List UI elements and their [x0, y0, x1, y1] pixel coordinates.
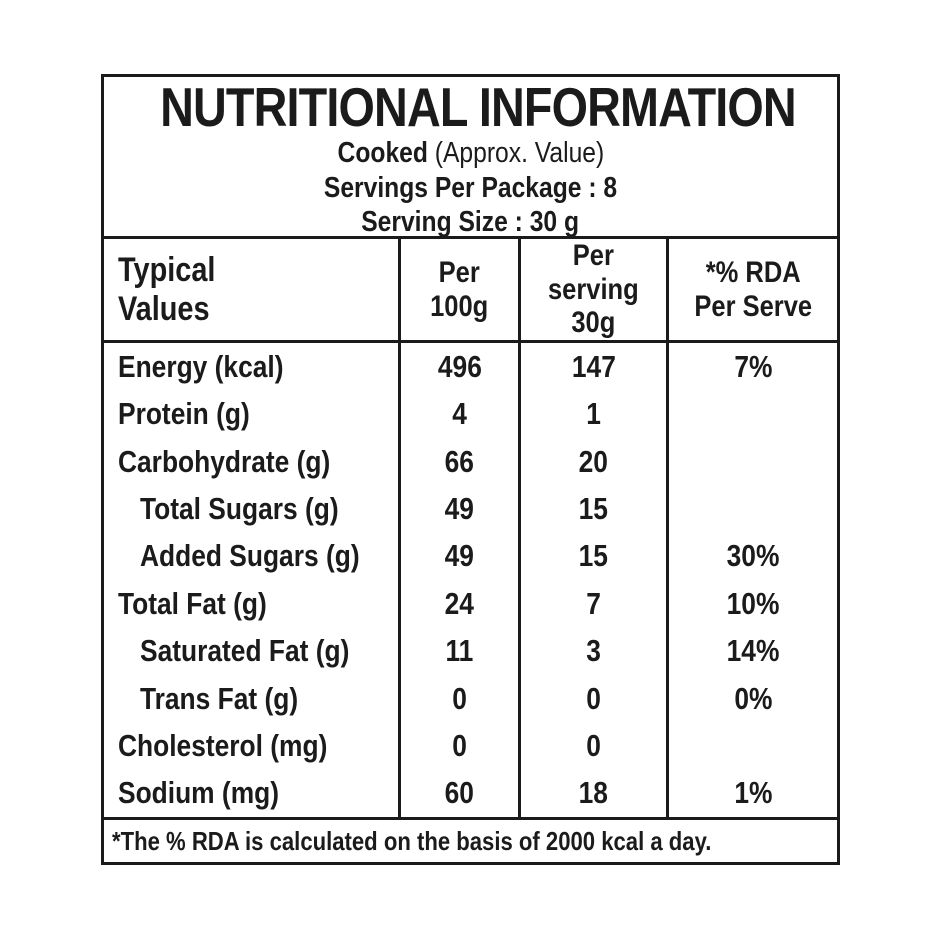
- cooked-label: Cooked: [337, 137, 428, 169]
- nutrient-row-total-sugars: Total Sugars (g) 49 15: [104, 485, 837, 533]
- nutrient-row-protein: Protein (g) 4 1: [104, 390, 837, 438]
- rda-footnote: *The % RDA is calculated on the basis of…: [112, 825, 712, 856]
- nutrient-name: Total Sugars (g): [140, 490, 339, 526]
- value-rda: [666, 722, 837, 770]
- label-title-row: NUTRITIONAL INFORMATION: [104, 79, 837, 136]
- rda-footnote-row: *The % RDA is calculated on the basis of…: [104, 817, 837, 862]
- column-header-typical-values: Typical Values: [118, 251, 216, 328]
- cooked-approx-line: Cooked (Approx. Value): [104, 136, 837, 171]
- nutrient-row-total-fat: Total Fat (g) 24 7 10%: [104, 580, 837, 628]
- nutrient-name: Added Sugars (g): [140, 538, 360, 574]
- servings-per-package: Servings Per Package : 8: [323, 171, 618, 204]
- nutrient-row-energy: Energy (kcal) 496 147 7%: [104, 343, 837, 391]
- value-per-serving: 1: [518, 390, 666, 438]
- servings-per-package-line: Servings Per Package : 8: [104, 171, 837, 206]
- value-per-serving: 18: [518, 769, 666, 818]
- nutrition-label: NUTRITIONAL INFORMATION Cooked (Approx. …: [101, 74, 840, 865]
- value-per-serving: 15: [518, 532, 666, 581]
- nutrient-name: Saturated Fat (g): [140, 633, 350, 669]
- value-rda: [666, 485, 837, 533]
- value-per-serving: 15: [518, 485, 666, 533]
- value-per-100g: 496: [398, 343, 518, 391]
- serving-size: Serving Size : 30 g: [361, 206, 580, 238]
- nutrient-row-carbohydrate: Carbohydrate (g) 66 20: [104, 437, 837, 486]
- value-per-100g: 66: [398, 437, 518, 486]
- nutrient-name: Protein (g): [118, 396, 250, 432]
- value-per-serving: 0: [518, 722, 666, 770]
- value-per-100g: 60: [398, 769, 518, 818]
- nutrient-name: Energy (kcal): [118, 348, 284, 384]
- value-per-100g: 24: [398, 580, 518, 628]
- label-title: NUTRITIONAL INFORMATION: [160, 76, 797, 138]
- column-header-per-100g: Per 100g: [398, 239, 518, 340]
- value-rda: 7%: [666, 343, 837, 391]
- value-per-100g: 4: [398, 390, 518, 438]
- value-rda: [666, 437, 837, 486]
- nutrient-row-added-sugars: Added Sugars (g) 49 15 30%: [104, 532, 837, 581]
- nutrient-name: Cholesterol (mg): [118, 727, 328, 763]
- value-per-serving: 3: [518, 627, 666, 675]
- column-header-per-serving: Per serving 30g: [518, 239, 666, 340]
- nutrient-name: Carbohydrate (g): [118, 443, 331, 479]
- value-rda: 14%: [666, 627, 837, 675]
- value-per-serving: 20: [518, 437, 666, 486]
- nutrient-table-body: Energy (kcal) 496 147 7% Protein (g) 4 1…: [104, 343, 837, 818]
- nutrient-name: Total Fat (g): [118, 585, 267, 621]
- approx-value-note: (Approx. Value): [427, 137, 604, 169]
- nutrient-name: Sodium (mg): [118, 775, 280, 811]
- nutrient-row-trans-fat: Trans Fat (g) 0 0 0%: [104, 674, 837, 723]
- column-header-rda-per-serve: *% RDA Per Serve: [666, 239, 837, 340]
- nutrient-row-cholesterol: Cholesterol (mg) 0 0: [104, 722, 837, 770]
- value-per-100g: 11: [398, 627, 518, 675]
- value-per-serving: 147: [518, 343, 666, 391]
- label-header: NUTRITIONAL INFORMATION Cooked (Approx. …: [104, 77, 837, 239]
- value-per-100g: 49: [398, 532, 518, 581]
- serving-size-line: Serving Size : 30 g: [104, 205, 837, 240]
- table-header-row: Typical Values Per 100g Per serving 30g …: [104, 239, 837, 343]
- value-per-serving: 0: [518, 674, 666, 723]
- value-rda: 0%: [666, 674, 837, 723]
- value-rda: 30%: [666, 532, 837, 581]
- nutrient-row-saturated-fat: Saturated Fat (g) 11 3 14%: [104, 627, 837, 675]
- value-per-100g: 49: [398, 485, 518, 533]
- value-rda: 10%: [666, 580, 837, 628]
- value-rda: 1%: [666, 769, 837, 818]
- nutrient-name: Trans Fat (g): [140, 680, 299, 716]
- nutrient-row-sodium: Sodium (mg) 60 18 1%: [104, 769, 837, 818]
- value-per-100g: 0: [398, 722, 518, 770]
- value-per-serving: 7: [518, 580, 666, 628]
- value-per-100g: 0: [398, 674, 518, 723]
- value-rda: [666, 390, 837, 438]
